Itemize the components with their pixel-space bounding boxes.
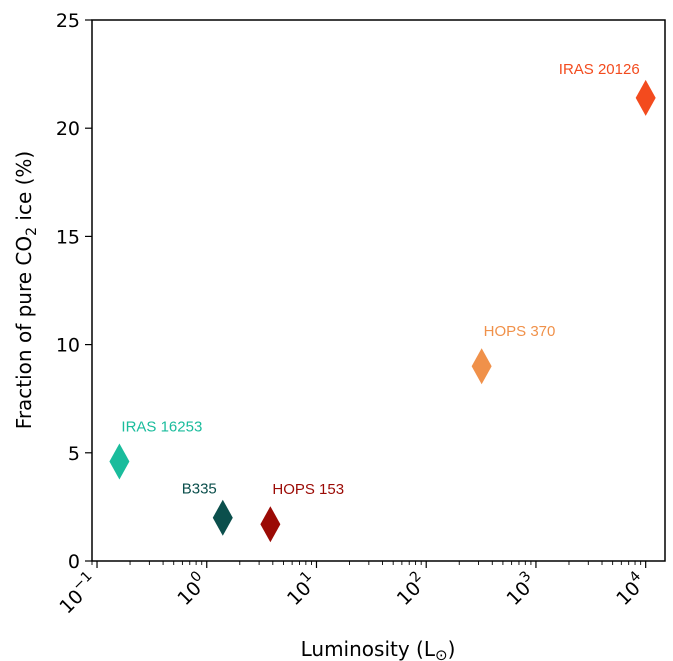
data-point-label: IRAS 20126	[559, 61, 640, 78]
y-tick-label: 10	[56, 335, 80, 357]
y-tick-label: 0	[68, 551, 80, 573]
x-tick-label: 103	[500, 568, 542, 610]
y-tick-label: 20	[56, 118, 80, 140]
data-point-label: HOPS 153	[272, 481, 344, 498]
data-point-label: IRAS 16253	[121, 418, 202, 435]
x-axis-title: Luminosity (L⊙)	[301, 637, 456, 661]
y-tick-label: 5	[68, 443, 80, 465]
x-axis-ticks: 10−1 100 101 102 103 104	[52, 561, 651, 618]
x-tick-label: 102	[390, 568, 432, 610]
x-tick-label: 101	[280, 568, 322, 610]
data-point-marker	[635, 79, 656, 116]
y-tick-label: 25	[56, 10, 80, 32]
x-tick-label: 10−1	[52, 568, 102, 618]
data-point-label: HOPS 370	[484, 323, 556, 340]
data-point-label: B335	[182, 481, 217, 498]
y-axis-title: Fraction of pure CO2 ice (%)	[12, 151, 40, 429]
x-tick-label: 100	[170, 568, 212, 610]
data-point-marker	[260, 506, 281, 543]
data-point-marker	[471, 348, 492, 385]
data-points: IRAS 16253 B335 HOPS 153 HOPS 370 IRAS 20126	[109, 61, 656, 543]
x-tick-label: 104	[609, 568, 651, 610]
y-axis-ticks: 0 5 10 15 20 25	[56, 10, 92, 573]
plot-frame	[91, 19, 666, 562]
data-point-marker	[212, 499, 233, 536]
data-point-marker	[109, 443, 130, 480]
y-tick-label: 15	[56, 226, 80, 248]
